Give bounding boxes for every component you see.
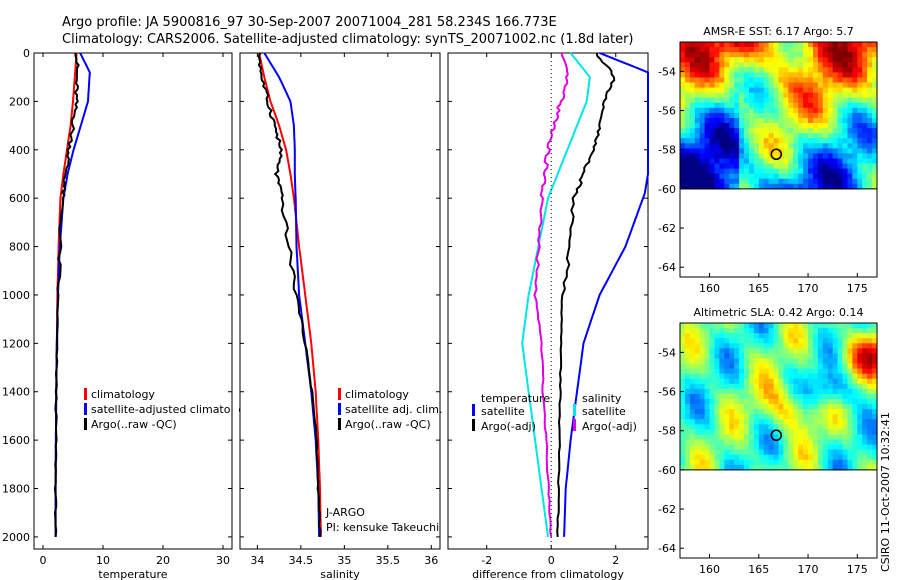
x-tick-label: 30 xyxy=(216,554,230,567)
argo-position-marker xyxy=(770,148,783,161)
legend-swatch xyxy=(84,388,87,400)
legend-label: satellite-adjusted climatology xyxy=(91,403,254,416)
legend-swatch xyxy=(84,418,87,430)
plot-frame xyxy=(447,52,649,550)
series-line-black xyxy=(556,52,616,537)
legend-label: satellite xyxy=(582,405,626,418)
legend-label: Argo(..raw -QC) xyxy=(345,418,431,431)
y-tick-label: -62 xyxy=(658,503,676,516)
y-tick-label: -62 xyxy=(658,222,676,235)
y-tick-label: 400 xyxy=(9,144,30,157)
y-tick-label: -56 xyxy=(658,386,676,399)
y-tick-label: -58 xyxy=(658,144,676,157)
gap-mask xyxy=(233,390,239,440)
y-tick-label: 1200 xyxy=(2,337,30,350)
legend-swatch xyxy=(338,388,341,400)
series-line-black xyxy=(53,52,80,537)
y-tick-label: 1000 xyxy=(2,289,30,302)
footer-stamp: CSIRO 11-Oct-2007 10:32:41 xyxy=(879,412,892,572)
x-tick-label: 165 xyxy=(748,282,769,295)
map-frame xyxy=(679,322,878,559)
x-tick-label: 175 xyxy=(847,282,868,295)
x-tick-label: 165 xyxy=(748,563,769,576)
x-tick-label: 0 xyxy=(548,554,555,567)
legend-label: Argo(-adj) xyxy=(481,420,536,433)
plot-frame xyxy=(33,52,233,550)
x-tick-label: 35.5 xyxy=(376,554,401,567)
map-title: Altimetric SLA: 0.42 Argo: 0.14 xyxy=(693,306,863,319)
y-tick-label: -60 xyxy=(658,183,676,196)
y-tick-label: 1400 xyxy=(2,386,30,399)
header-line1: Argo profile: JA 5900816_97 30-Sep-2007 … xyxy=(62,15,557,30)
series-line-blue xyxy=(563,52,649,537)
y-tick-label: 2000 xyxy=(2,531,30,544)
legend-label: climatology xyxy=(91,388,155,401)
legend-label: Argo(-adj) xyxy=(582,420,637,433)
sst-map-panel: AMSR-E SST: 6.17 Argo: 5.7 160 165 170 175 -5… xyxy=(658,25,878,295)
annotation-line: J-ARGO xyxy=(325,506,365,519)
y-tick-label: -58 xyxy=(658,425,676,438)
legend-swatch xyxy=(573,419,576,431)
x-tick-label: 34 xyxy=(250,554,264,567)
header-line2: Climatology: CARS2006. Satellite-adjuste… xyxy=(62,32,634,47)
heatmap-cells xyxy=(680,323,878,471)
series-line-cyan xyxy=(521,52,591,538)
y-tick-label: 0 xyxy=(23,47,30,60)
x-axis-label: difference from climatology xyxy=(472,568,624,580)
y-tick-label: 1800 xyxy=(2,483,30,496)
y-tick-label: 1600 xyxy=(2,434,30,447)
legend-heading: salinity xyxy=(582,392,622,405)
map-title: AMSR-E SST: 6.17 Argo: 5.7 xyxy=(703,25,854,38)
series-line-magenta xyxy=(533,52,569,538)
legend-swatch xyxy=(472,419,475,431)
annotation-line: PI: kensuke Takeuchi xyxy=(326,521,439,534)
legend-swatch xyxy=(338,403,341,415)
x-tick-label: 170 xyxy=(798,282,819,295)
legend-swatch xyxy=(573,404,576,416)
x-tick-label: 160 xyxy=(699,282,720,295)
y-tick-label: 200 xyxy=(9,95,30,108)
salinity-panel: 34 34.5 35 35.5 36 salinity climatology satelli… xyxy=(239,52,442,580)
x-tick-label: 170 xyxy=(798,563,819,576)
x-tick-label: 0 xyxy=(40,554,47,567)
temperature-panel: 0 10 20 30 0 200 400 600 800 1000 1200 1400 1600 1800… xyxy=(2,47,254,580)
y-tick-label: 600 xyxy=(9,192,30,205)
x-tick-label: 2 xyxy=(612,554,619,567)
x-tick-label: -2 xyxy=(481,554,492,567)
x-tick-label: 36 xyxy=(424,554,438,567)
y-tick-label: -54 xyxy=(658,65,676,78)
legend-label: Argo(..raw -QC) xyxy=(91,418,177,431)
plot-frame xyxy=(239,52,441,550)
y-tick-label: -64 xyxy=(658,261,676,274)
legend-swatch xyxy=(472,404,475,416)
series-line-black xyxy=(257,52,322,537)
x-tick-label: 35 xyxy=(337,554,351,567)
x-tick-label: 10 xyxy=(96,554,110,567)
legend-label: satellite adj. clim. xyxy=(345,403,442,416)
argo-position-marker xyxy=(770,429,783,442)
x-tick-label: 34.5 xyxy=(289,554,314,567)
legend-swatch xyxy=(338,418,341,430)
legend-swatch xyxy=(84,403,87,415)
x-tick-label: 175 xyxy=(847,563,868,576)
heatmap-cells xyxy=(680,42,878,190)
y-tick-label: -64 xyxy=(658,542,676,555)
y-tick-label: -60 xyxy=(658,464,676,477)
legend-heading: temperature xyxy=(481,392,550,405)
legend-label: satellite xyxy=(481,405,525,418)
x-tick-label: 160 xyxy=(699,563,720,576)
x-axis-label: salinity xyxy=(320,568,360,580)
y-tick-label: 800 xyxy=(9,241,30,254)
legend-label: climatology xyxy=(345,388,409,401)
y-tick-label: -56 xyxy=(658,105,676,118)
y-tick-label: -54 xyxy=(658,346,676,359)
sla-map-panel: Altimetric SLA: 0.42 Argo: 0.14 160 165 170… xyxy=(658,306,878,576)
x-axis-label: temperature xyxy=(98,568,167,580)
x-tick-label: 20 xyxy=(156,554,170,567)
map-frame xyxy=(679,41,878,278)
